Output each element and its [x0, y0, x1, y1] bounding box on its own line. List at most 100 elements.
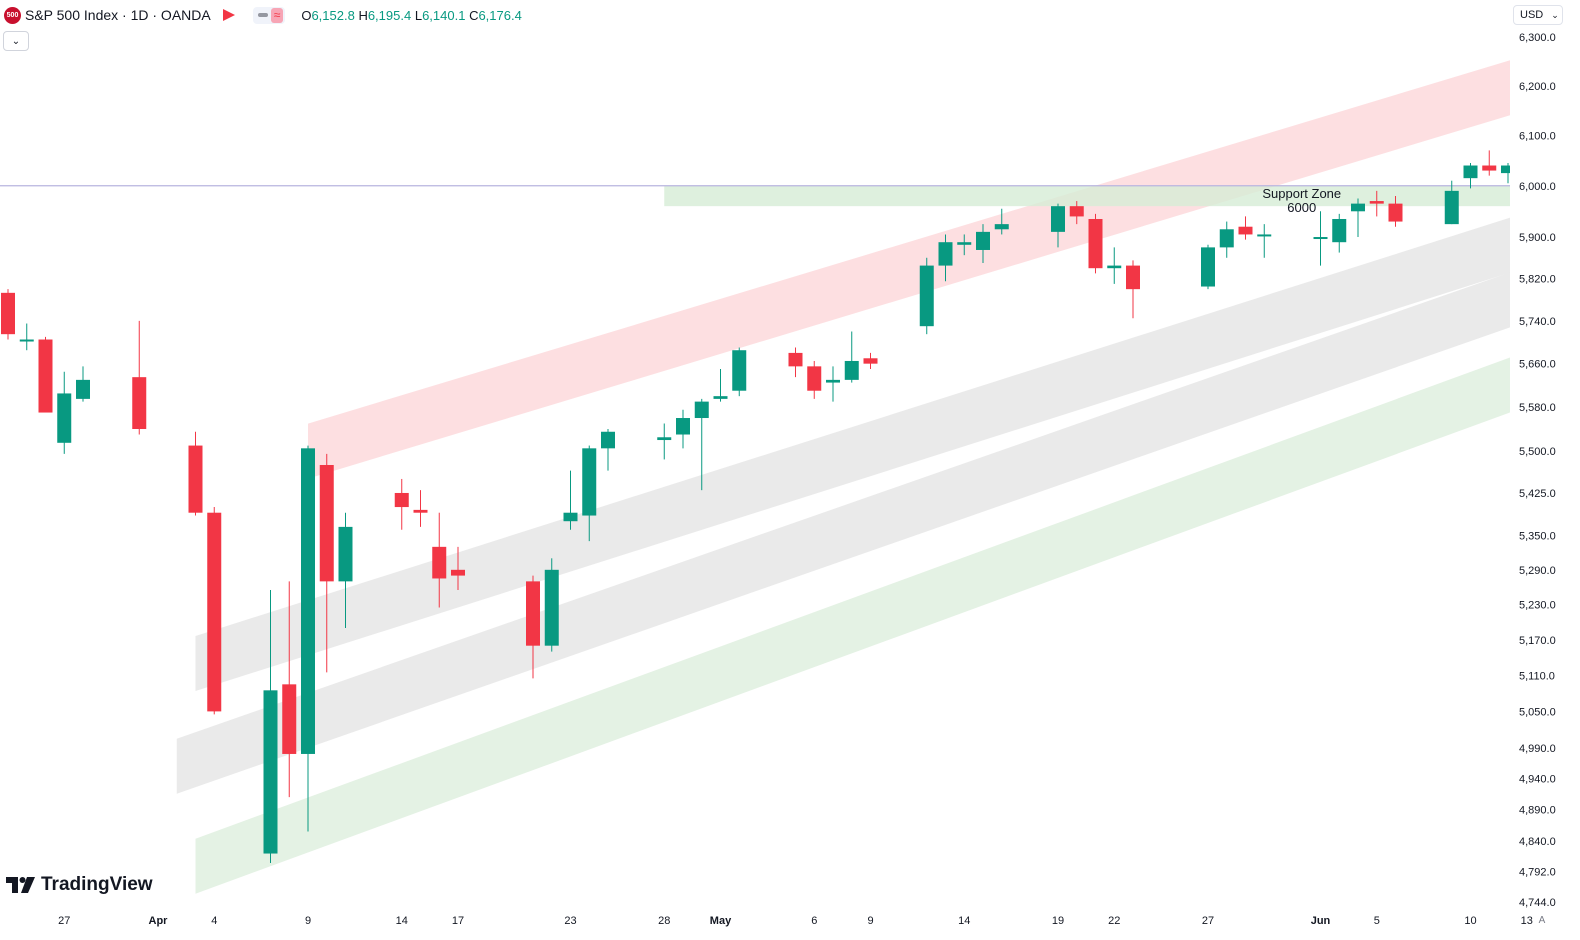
candle [994, 208, 1009, 235]
candle [1238, 216, 1253, 240]
currency-selector[interactable]: USD ⌄ [1513, 5, 1563, 25]
y-tick-label: 4,792.0 [1519, 866, 1556, 878]
x-tick-label: 27 [58, 915, 70, 927]
candle [57, 371, 72, 454]
symbol-title[interactable]: S&P 500 Index · 1D · OANDA [25, 7, 211, 23]
candle [413, 490, 428, 527]
candle [938, 234, 953, 282]
candle [38, 336, 53, 413]
minus-icon [257, 13, 268, 17]
candle-body [1388, 203, 1403, 222]
candle-body [1, 292, 15, 335]
collapse-legend-button[interactable]: ⌄ [3, 31, 29, 51]
channel-layer [176, 39, 1580, 894]
flag-icon[interactable] [222, 9, 235, 21]
candle [432, 512, 447, 608]
candle [1107, 247, 1122, 284]
candle [1051, 203, 1065, 248]
candle-body [1313, 237, 1328, 240]
x-tick-label: 17 [452, 915, 464, 927]
candle-body [844, 360, 859, 380]
candle-body [1088, 218, 1103, 269]
candle [544, 558, 559, 652]
candle-body [1463, 165, 1478, 179]
candle-body [132, 377, 147, 430]
candle [826, 366, 840, 402]
candle-body [413, 509, 428, 513]
y-tick-label: 5,500.0 [1519, 446, 1556, 458]
candle-body [1369, 201, 1384, 204]
candle-body [1126, 265, 1140, 290]
channel-band-gray-1 [195, 195, 1580, 691]
y-tick-label: 5,230.0 [1519, 600, 1556, 612]
tradingview-logo[interactable]: TradingView [6, 874, 153, 896]
high-value: 6,195.4 [367, 7, 412, 23]
candle-body [994, 224, 1009, 230]
candle-body [544, 569, 559, 646]
candle-body [1051, 206, 1065, 232]
candle-body [19, 339, 34, 342]
price-axis-bg [1510, 0, 1580, 940]
candle-body [38, 339, 53, 413]
candle [1501, 162, 1515, 184]
y-tick-label: 5,290.0 [1519, 565, 1556, 577]
candle [732, 347, 747, 397]
indicator-toggle[interactable]: ≈ [252, 6, 286, 24]
candle-body [394, 492, 409, 508]
candle [451, 546, 465, 591]
y-tick-label: 5,425.0 [1519, 488, 1556, 500]
x-tick-label: 6 [811, 915, 817, 927]
x-tick-label: 5 [1374, 915, 1380, 927]
chevron-down-icon: ⌄ [11, 35, 21, 47]
candle-body [1501, 165, 1515, 174]
x-tick-label: Jun [1311, 915, 1331, 927]
candle-body [1257, 234, 1272, 237]
auto-scale-button[interactable]: A [1538, 914, 1546, 926]
candle [976, 224, 990, 263]
low-value: 6,140.1 [422, 7, 466, 23]
candle [188, 431, 203, 516]
channel-band-gray-2 [176, 247, 1580, 794]
y-tick-label: 6,100.0 [1519, 130, 1556, 142]
candle [676, 409, 690, 449]
y-tick-label: 6,300.0 [1519, 32, 1556, 44]
candle [1482, 150, 1497, 176]
candle-body [432, 546, 447, 579]
x-tick-label: 9 [867, 915, 873, 927]
y-tick-label: 5,900.0 [1519, 232, 1556, 244]
candle [919, 257, 934, 335]
y-tick-label: 5,820.0 [1519, 274, 1556, 286]
candle [807, 360, 822, 399]
candle [19, 323, 34, 351]
tradingview-logo-icon [6, 877, 35, 893]
high-label: H [358, 7, 368, 23]
low-label: L [414, 7, 423, 23]
candle [1088, 213, 1103, 274]
y-tick-label: 5,110.0 [1519, 670, 1555, 682]
close-label: C [469, 7, 479, 23]
y-tick-label: 5,660.0 [1519, 359, 1556, 371]
x-tick-label: 22 [1108, 915, 1120, 927]
candle-body [976, 231, 990, 250]
x-tick-label: 10 [1464, 915, 1476, 927]
candle [1313, 211, 1328, 266]
channel-band-green-3 [195, 331, 1580, 894]
candle [1463, 162, 1478, 189]
candle [563, 470, 578, 530]
candle [282, 581, 297, 798]
candle [863, 352, 878, 370]
x-tick-label: 19 [1052, 915, 1064, 927]
approx-icon: ≈ [270, 7, 284, 23]
candles-layer [1, 150, 1580, 864]
candle-body [582, 448, 597, 516]
candle [1201, 244, 1215, 290]
candle [582, 445, 597, 542]
y-tick-label: 4,890.0 [1519, 805, 1556, 817]
candle [1219, 221, 1234, 258]
y-tick-label: 4,744.0 [1519, 897, 1556, 909]
candle [1257, 224, 1272, 258]
support-zone-label-0-1: 6000 [1287, 200, 1316, 215]
candle-body [826, 379, 840, 383]
y-tick-label: 4,940.0 [1519, 774, 1556, 786]
